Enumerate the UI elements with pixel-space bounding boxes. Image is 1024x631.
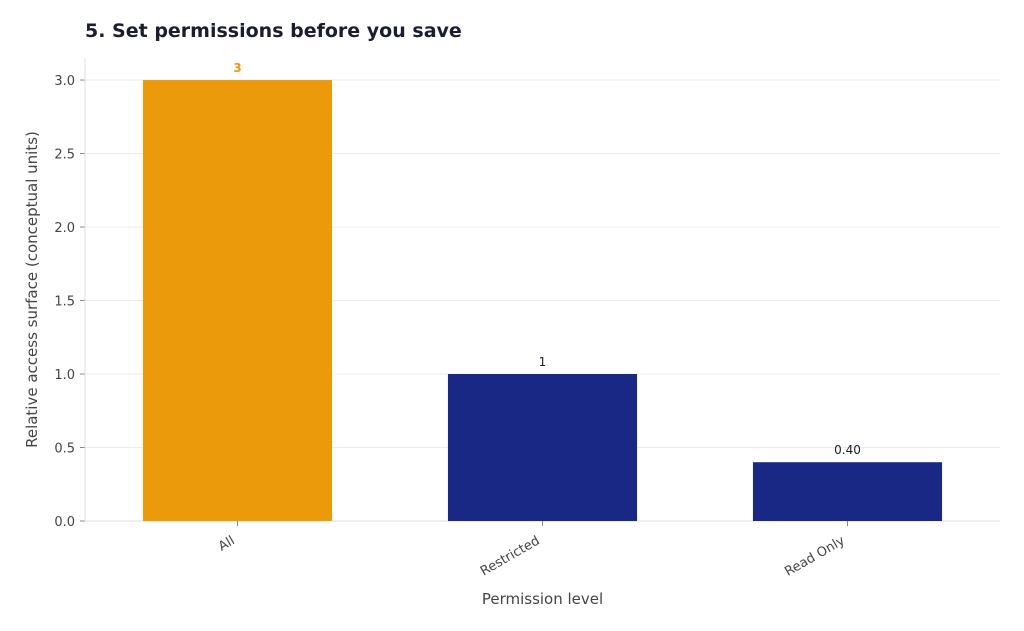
bar [142, 80, 333, 522]
x-axis-label: Permission level [482, 590, 603, 608]
chart-title: 5. Set permissions before you save [85, 20, 462, 42]
data-label: 3 [233, 61, 241, 75]
bar [447, 374, 638, 521]
y-axis-label: Relative access surface (conceptual unit… [23, 131, 41, 448]
y-tick-label: 2.0 [54, 221, 75, 236]
bar [752, 462, 943, 521]
x-tick-label: Restricted [478, 533, 542, 579]
data-label: 0.40 [834, 443, 861, 457]
y-tick-label: 1.0 [54, 368, 75, 383]
x-tick-label: All [216, 533, 237, 554]
y-tick-label: 2.5 [54, 148, 75, 163]
data-label: 1 [539, 355, 547, 369]
x-tick-label: Read Only [782, 533, 847, 579]
y-tick-label: 0.5 [54, 442, 75, 457]
y-tick-label: 1.5 [54, 295, 75, 310]
y-tick-label: 3.0 [54, 74, 75, 89]
y-tick-label: 0.0 [54, 515, 75, 530]
